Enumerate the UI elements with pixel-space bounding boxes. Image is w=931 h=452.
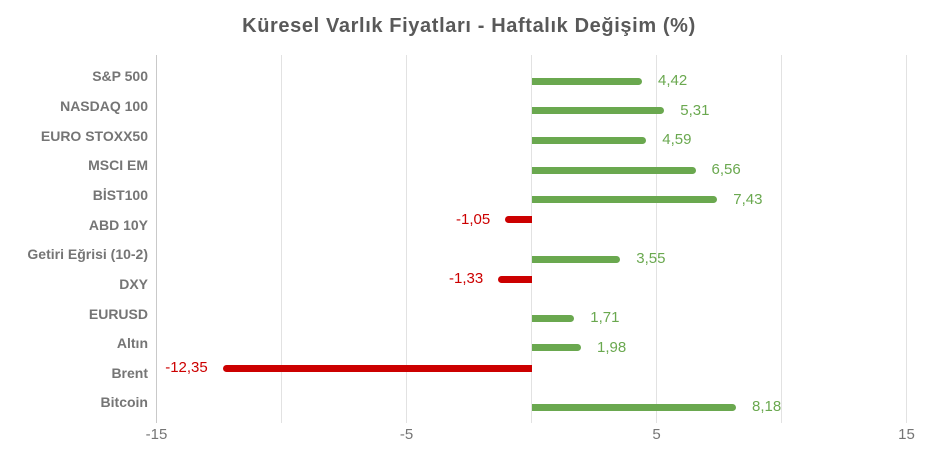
value-label: 8,18 <box>752 398 782 416</box>
value-label: 1,71 <box>590 309 620 327</box>
bar <box>531 166 696 174</box>
bar <box>531 403 736 411</box>
gridline-x-10 <box>781 55 782 423</box>
bar <box>531 314 575 322</box>
bar <box>531 77 642 85</box>
gridline-x--5 <box>406 55 407 423</box>
category-label: ABD 10Y <box>88 216 148 233</box>
bar <box>531 196 718 204</box>
category-label: DXY <box>119 275 148 292</box>
category-label: EURUSD <box>88 305 148 322</box>
value-label: -12,35 <box>165 359 208 377</box>
value-label: 4,59 <box>662 131 692 149</box>
value-label: -1,05 <box>456 210 491 228</box>
y-axis-line <box>156 55 157 423</box>
chart-title: Küresel Varlık Fiyatları - Haftalık Deği… <box>242 15 696 37</box>
bar <box>505 216 532 224</box>
bar <box>531 107 665 115</box>
gridline-x--10 <box>281 55 282 423</box>
category-label: Altın <box>116 335 148 352</box>
value-label: 7,43 <box>733 190 763 208</box>
bar <box>498 275 532 283</box>
bar <box>531 136 647 144</box>
category-label: EURO STOXX50 <box>40 127 148 144</box>
value-label: 1,98 <box>597 338 627 356</box>
gridline-x-15 <box>906 55 907 423</box>
gridline-x-0 <box>531 55 532 423</box>
value-label: -1,33 <box>449 270 484 288</box>
category-label: NASDAQ 100 <box>60 97 148 114</box>
category-label: Brent <box>111 364 148 381</box>
x-axis-tick-label: 15 <box>898 426 915 443</box>
bar <box>531 344 581 352</box>
value-label: 3,55 <box>636 250 666 268</box>
bar <box>531 255 621 263</box>
x-axis-tick-label: -5 <box>399 426 414 443</box>
x-axis-tick-label: -15 <box>145 426 168 443</box>
bar <box>222 364 532 372</box>
category-label: Getiri Eğrisi (10-2) <box>27 246 148 263</box>
category-label: S&P 500 <box>92 68 148 85</box>
category-label: Bitcoin <box>100 394 148 411</box>
value-label: 5,31 <box>680 101 710 119</box>
category-label: BİST100 <box>92 186 148 203</box>
category-label: MSCI EM <box>88 157 148 174</box>
value-label: 6,56 <box>711 161 741 179</box>
value-label: 4,42 <box>658 72 688 90</box>
x-axis-tick-label: 5 <box>652 426 661 443</box>
gridline-x-5 <box>656 55 657 423</box>
